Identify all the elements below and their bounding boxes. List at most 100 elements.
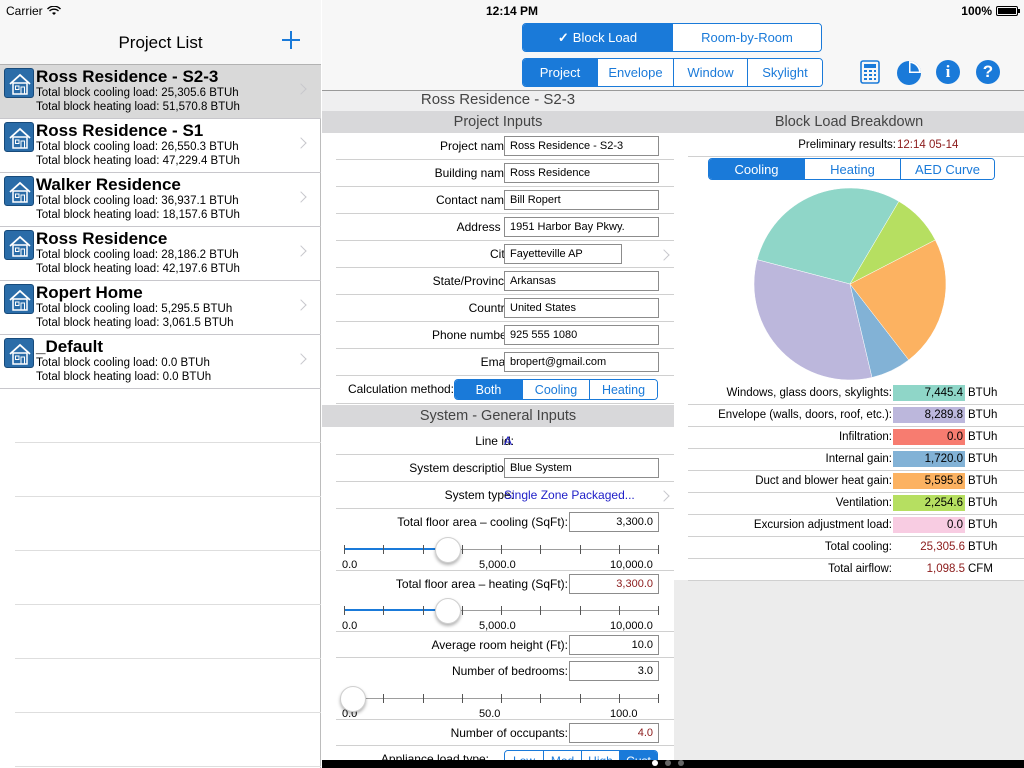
pie-chart-icon[interactable]: [896, 60, 921, 85]
floor-area-heating-row: Total floor area – heating (SqFt): 3,300…: [336, 570, 674, 597]
system-description-field[interactable]: Blue System: [504, 458, 659, 478]
tab-project[interactable]: Project: [523, 59, 597, 86]
project-list: Ross Residence - S2-3 Total block cooling…: [0, 65, 321, 767]
page-dot: [652, 760, 658, 766]
total-cooling-row: Total cooling: 25,305.6 BTUh: [688, 537, 1024, 559]
chevron-right-icon: [295, 83, 307, 95]
text-field[interactable]: United States: [504, 298, 659, 318]
slider-tick: [579, 694, 581, 703]
input-row: State/Province: Arkansas: [336, 268, 674, 295]
detail-toolbar: ✓ Block Load Room-by-Room Project Envelop…: [322, 0, 1024, 91]
text-field[interactable]: Bill Ropert: [504, 190, 659, 210]
breakdown-label: Internal gain:: [825, 453, 893, 465]
city-field[interactable]: Fayetteville AP: [504, 244, 622, 264]
floor-area-cooling-field[interactable]: 3,300.0: [569, 512, 659, 532]
project-row[interactable]: Ross Residence - S2-3 Total block cooling…: [0, 65, 321, 119]
project-name: Ross Residence - S2-3: [36, 67, 219, 86]
floor-area-heating-slider[interactable]: 0.0 5,000.0 10,000.0: [342, 593, 660, 633]
project-row[interactable]: _Default Total block cooling load: 0.0 BT…: [0, 335, 321, 389]
house-icon: [4, 284, 34, 314]
text-field[interactable]: Arkansas: [504, 271, 659, 291]
project-name: Ross Residence: [36, 229, 168, 248]
tab-window[interactable]: Window: [673, 59, 747, 86]
bedrooms-slider[interactable]: 0.0 50.0 100.0: [340, 681, 660, 721]
cooling-pie-chart: [753, 187, 947, 381]
project-row[interactable]: Ross Residence - S1 Total block cooling l…: [0, 119, 321, 173]
slider-thumb[interactable]: [340, 686, 367, 712]
project-cooling-load: Total block cooling load: 5,295.5 BTUh: [36, 303, 233, 315]
total-airflow-unit: CFM: [968, 563, 993, 575]
system-inputs-heading: System - General Inputs: [322, 405, 674, 427]
total-airflow-row: Total airflow: 1,098.5 CFM: [688, 559, 1024, 581]
project-cooling-load: Total block cooling load: 0.0 BTUh: [36, 357, 210, 369]
page-indicator[interactable]: [652, 760, 684, 766]
pie-slice-ventilation: [849, 201, 936, 285]
slider-tick: [501, 545, 502, 554]
slider-tick: [501, 694, 502, 703]
text-field[interactable]: bropert@gmail.com: [504, 352, 659, 372]
floor-area-cooling-slider[interactable]: 0.0 5,000.0 10,000.0: [342, 532, 660, 572]
slider-tick: [383, 694, 385, 703]
input-row: Address 1: 1951 Harbor Bay Pkwy.: [336, 214, 674, 241]
breakdown-value: 2,254.6: [893, 495, 965, 511]
help-icon[interactable]: ?: [976, 60, 1000, 84]
slider-tick: [501, 606, 502, 615]
slider-thumb[interactable]: [434, 598, 461, 624]
calc-heating-button[interactable]: Heating: [589, 380, 657, 399]
calc-cooling-button[interactable]: Cooling: [522, 380, 589, 399]
tab-aed-curve[interactable]: AED Curve: [900, 159, 994, 179]
calc-both-button[interactable]: Both: [455, 380, 522, 399]
slider-max-label: 100.0: [610, 708, 638, 720]
project-row[interactable]: Walker Residence Total block cooling load…: [0, 173, 321, 227]
slider-fill: [344, 609, 448, 611]
project-row[interactable]: Ross Residence Total block cooling load: …: [0, 227, 321, 281]
slider-max-label: 10,000.0: [610, 559, 653, 571]
slider-tick: [422, 606, 424, 615]
calc-method-control: Both Cooling Heating: [454, 379, 658, 400]
pie-slice-duct: [849, 239, 947, 361]
breakdown-value: 7,445.4: [893, 385, 965, 401]
input-row: City: Fayetteville AP: [336, 241, 674, 268]
room-height-field[interactable]: 10.0: [569, 635, 659, 655]
house-icon: [4, 122, 34, 152]
add-project-button[interactable]: [280, 28, 302, 52]
block-load-label: Block Load: [572, 30, 638, 45]
tab-envelope[interactable]: Envelope: [597, 59, 673, 86]
text-field[interactable]: Ross Residence - S2-3: [504, 136, 659, 156]
system-type-value[interactable]: Single Zone Packaged...: [504, 488, 635, 502]
slider-tick: [579, 606, 581, 615]
tab-skylight[interactable]: Skylight: [747, 59, 822, 86]
breakdown-row: Infiltration: 0.0 BTUh: [688, 427, 1024, 449]
text-field[interactable]: Ross Residence: [504, 163, 659, 183]
chevron-right-icon: [295, 245, 307, 257]
chevron-right-icon[interactable]: [658, 249, 670, 261]
project-heating-load: Total block heating load: 0.0 BTUh: [36, 371, 212, 383]
slider-tick: [618, 545, 620, 554]
bedrooms-field[interactable]: 3.0: [569, 661, 659, 681]
breakdown-tabs: Cooling Heating AED Curve: [708, 158, 995, 180]
slider-thumb[interactable]: [434, 537, 461, 563]
breakdown-unit: BTUh: [968, 409, 998, 421]
floor-area-heating-field[interactable]: 3,300.0: [569, 574, 659, 594]
block-load-mode-button[interactable]: ✓ Block Load: [523, 24, 672, 51]
house-icon: [4, 338, 34, 368]
slider-tick: [540, 694, 542, 703]
project-row[interactable]: Ropert Home Total block cooling load: 5,2…: [0, 281, 321, 335]
calculator-icon[interactable]: [859, 60, 883, 84]
line-id-value[interactable]: A: [504, 434, 513, 448]
breakdown-row: Ventilation: 2,254.6 BTUh: [688, 493, 1024, 515]
info-icon[interactable]: i: [936, 60, 960, 84]
system-type-row[interactable]: System type: Single Zone Packaged...: [336, 482, 674, 509]
breakdown-row: Duct and blower heat gain: 5,595.8 BTUh: [688, 471, 1024, 493]
project-name: Ropert Home: [36, 283, 143, 302]
occupants-field[interactable]: 4.0: [569, 723, 659, 743]
text-field[interactable]: 925 555 1080: [504, 325, 659, 345]
mode-segmented-control: ✓ Block Load Room-by-Room: [522, 23, 822, 52]
tab-cooling[interactable]: Cooling: [709, 159, 804, 179]
breakdown-spacer: [674, 91, 1024, 113]
empty-list-row: [15, 551, 321, 605]
text-field[interactable]: 1951 Harbor Bay Pkwy.: [504, 217, 659, 237]
room-by-room-mode-button[interactable]: Room-by-Room: [672, 24, 821, 51]
tab-heating[interactable]: Heating: [804, 159, 900, 179]
